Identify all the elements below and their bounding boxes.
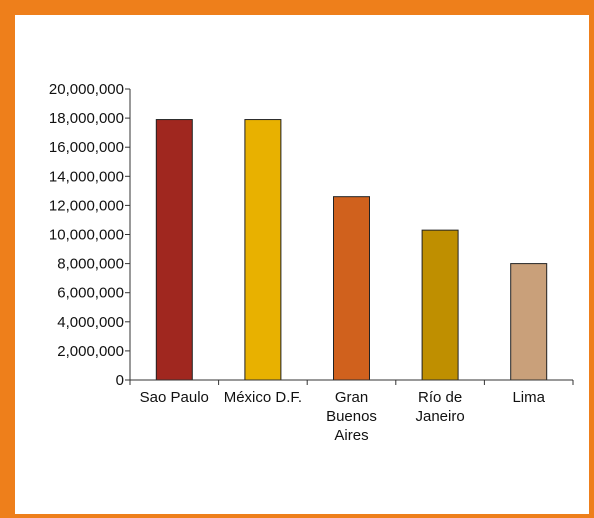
bar	[421, 229, 459, 381]
x-tick-label: Lima	[512, 389, 545, 406]
bar	[244, 119, 282, 381]
frame-border-left	[0, 0, 15, 518]
y-tick-label: 14,000,000	[49, 168, 124, 185]
bar	[155, 119, 193, 381]
y-tick-label: 12,000,000	[49, 197, 124, 214]
y-tick-label: 20,000,000	[49, 81, 124, 98]
frame-border-top	[0, 0, 594, 15]
x-tick-label-line: Aires	[334, 427, 368, 444]
y-tick-label: 6,000,000	[57, 285, 124, 302]
bar	[333, 196, 370, 381]
y-axis: 20,000,000 18,000,000 16,000,000 14,000,000…	[49, 81, 131, 389]
y-tick-label: 4,000,000	[57, 314, 124, 331]
x-tick-label-line: Gran	[335, 389, 368, 406]
x-tick-label-line: Sao Paulo	[140, 389, 209, 406]
bar	[510, 263, 548, 381]
x-tick-label-line: Janeiro	[415, 408, 464, 425]
x-tick-label-line: Lima	[512, 389, 545, 406]
x-tick-label-line: Río de	[418, 389, 462, 406]
y-tick-label: 2,000,000	[57, 343, 124, 360]
y-tick-label: 8,000,000	[57, 256, 124, 273]
y-tick-label: 18,000,000	[49, 110, 124, 127]
x-tick-label: Sao Paulo	[140, 389, 209, 406]
frame-border-bottom	[0, 514, 594, 518]
bars	[155, 119, 548, 381]
x-tick-label: Río de Janeiro	[415, 389, 464, 425]
x-tick-label-line: México D.F.	[224, 389, 302, 406]
x-tick-label: Gran Buenos Aires	[326, 389, 377, 444]
x-tick-label-line: Buenos	[326, 408, 377, 425]
y-tick-label: 10,000,000	[49, 227, 124, 244]
y-tick-label: 0	[116, 372, 124, 389]
y-tick-label: 16,000,000	[49, 139, 124, 156]
frame-border-right	[589, 0, 594, 518]
x-axis: Sao Paulo México D.F. Gran Buenos Aires Río d…	[129, 379, 574, 444]
x-tick-label: México D.F.	[224, 389, 302, 406]
